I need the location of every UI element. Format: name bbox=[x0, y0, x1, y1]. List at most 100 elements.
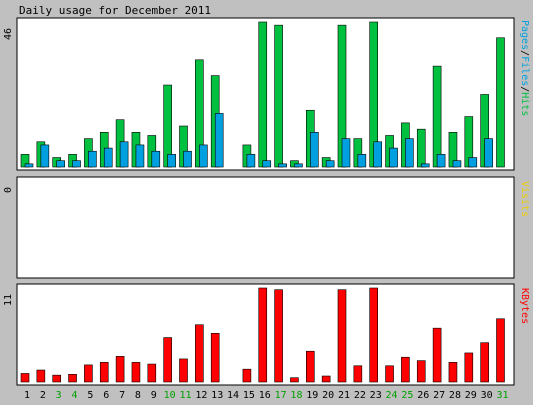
kbytes-bar bbox=[432, 327, 442, 383]
kbytes-panel-ylabel: KBytes bbox=[519, 288, 530, 324]
kbytes-bar bbox=[496, 318, 505, 383]
x-tick-label: 6 bbox=[103, 390, 109, 401]
x-axis-labels: 1 2 3 4 5 6 7 8 9 10 11 12 13 14 15 16 17 18 19 20 21 22 23 24 2… bbox=[24, 390, 509, 401]
x-tick-label: 25 bbox=[401, 390, 413, 401]
x-tick-label: 22 bbox=[354, 390, 366, 401]
ylabel-sep-1: / bbox=[519, 50, 530, 56]
files-bar bbox=[373, 141, 383, 168]
x-tick-label: 27 bbox=[433, 390, 445, 401]
kbytes-bar bbox=[290, 377, 299, 383]
files-bar bbox=[436, 154, 446, 168]
files-bar bbox=[389, 147, 398, 168]
ylabel-sep-2: / bbox=[519, 86, 530, 92]
kbytes-bar bbox=[464, 352, 474, 383]
kbytes-bar bbox=[115, 356, 125, 383]
kbytes-bars bbox=[20, 287, 505, 383]
x-tick-label: 19 bbox=[306, 390, 318, 401]
x-tick-label: 3 bbox=[56, 390, 62, 401]
files-bar bbox=[262, 160, 272, 168]
kbytes-bar bbox=[179, 358, 188, 383]
x-tick-label: 10 bbox=[164, 390, 176, 401]
hits-bar bbox=[416, 128, 426, 168]
x-tick-label: 13 bbox=[211, 390, 223, 401]
x-tick-label: 17 bbox=[275, 390, 287, 401]
kbytes-bar bbox=[353, 365, 363, 383]
x-tick-label: 14 bbox=[227, 390, 239, 401]
x-tick-label: 11 bbox=[179, 390, 191, 401]
files-bar bbox=[151, 150, 161, 168]
files-bar bbox=[214, 113, 224, 168]
hits-panel-ylabel: Pages/Files/Hits bbox=[519, 20, 530, 116]
kbytes-bar bbox=[337, 289, 347, 383]
x-tick-label: 21 bbox=[338, 390, 350, 401]
files-bar bbox=[88, 150, 97, 168]
files-bar bbox=[246, 154, 256, 168]
files-bar bbox=[468, 157, 478, 168]
files-bar bbox=[56, 160, 66, 168]
kbytes-bar bbox=[321, 375, 331, 383]
x-tick-label: 20 bbox=[322, 390, 334, 401]
kbytes-bar bbox=[416, 360, 426, 383]
kbytes-bar bbox=[99, 362, 109, 383]
kbytes-bar bbox=[36, 369, 46, 383]
hits-bar bbox=[496, 37, 505, 168]
x-tick-label: 18 bbox=[290, 390, 302, 401]
files-bar bbox=[420, 163, 430, 168]
x-tick-label: 1 bbox=[24, 390, 30, 401]
chart-title: Daily usage for December 2011 bbox=[19, 4, 211, 17]
files-bar bbox=[452, 160, 462, 168]
hits-panel-max-label: 46 bbox=[3, 28, 14, 40]
hits-bar bbox=[432, 65, 442, 168]
visits-panel-ylabel: Visits bbox=[519, 181, 530, 217]
hits-files-bars bbox=[20, 21, 505, 168]
kbytes-panel-max-label: 11 bbox=[3, 294, 14, 306]
x-tick-label: 5 bbox=[87, 390, 93, 401]
hits-bar bbox=[274, 24, 283, 168]
x-tick-label: 26 bbox=[417, 390, 429, 401]
x-tick-label: 16 bbox=[259, 390, 271, 401]
kbytes-bar bbox=[274, 289, 283, 383]
x-tick-label: 28 bbox=[449, 390, 461, 401]
x-tick-label: 4 bbox=[72, 390, 78, 401]
kbytes-bar bbox=[401, 356, 410, 383]
kbytes-bar bbox=[131, 362, 141, 383]
files-bar bbox=[484, 138, 493, 168]
files-bar bbox=[405, 138, 414, 168]
ylabel-files: Files bbox=[519, 56, 530, 86]
x-tick-label: 9 bbox=[151, 390, 157, 401]
x-tick-label: 24 bbox=[386, 390, 398, 401]
files-bar bbox=[119, 141, 129, 168]
x-tick-label: 8 bbox=[135, 390, 141, 401]
kbytes-bar bbox=[242, 368, 252, 383]
files-bar bbox=[24, 163, 34, 168]
kbytes-bar bbox=[258, 287, 268, 383]
kbytes-bar bbox=[147, 363, 157, 383]
x-tick-label: 7 bbox=[119, 390, 125, 401]
kbytes-bar bbox=[68, 374, 77, 383]
files-bar bbox=[135, 144, 145, 168]
files-bar bbox=[103, 147, 113, 168]
kbytes-bar bbox=[84, 364, 93, 383]
kbytes-bar bbox=[52, 374, 62, 383]
files-bar bbox=[357, 154, 367, 168]
x-tick-label: 2 bbox=[40, 390, 46, 401]
x-tick-label: 31 bbox=[496, 390, 508, 401]
kbytes-bar bbox=[369, 287, 379, 383]
files-bar bbox=[183, 150, 192, 168]
x-tick-label: 23 bbox=[370, 390, 382, 401]
hits-bar bbox=[258, 21, 268, 168]
kbytes-bar bbox=[195, 324, 204, 383]
kbytes-bar bbox=[20, 373, 30, 383]
files-bar bbox=[199, 144, 208, 168]
files-bar bbox=[309, 132, 319, 168]
x-tick-label: 29 bbox=[465, 390, 477, 401]
visits-panel-max-label: 0 bbox=[3, 187, 14, 193]
kbytes-bar bbox=[305, 350, 315, 383]
files-bar bbox=[278, 163, 287, 168]
kbytes-bar bbox=[480, 342, 489, 383]
files-bar bbox=[341, 138, 351, 168]
files-bar bbox=[72, 160, 81, 168]
ylabel-pages: Pages bbox=[519, 20, 530, 50]
ylabel-hits: Hits bbox=[519, 92, 530, 116]
